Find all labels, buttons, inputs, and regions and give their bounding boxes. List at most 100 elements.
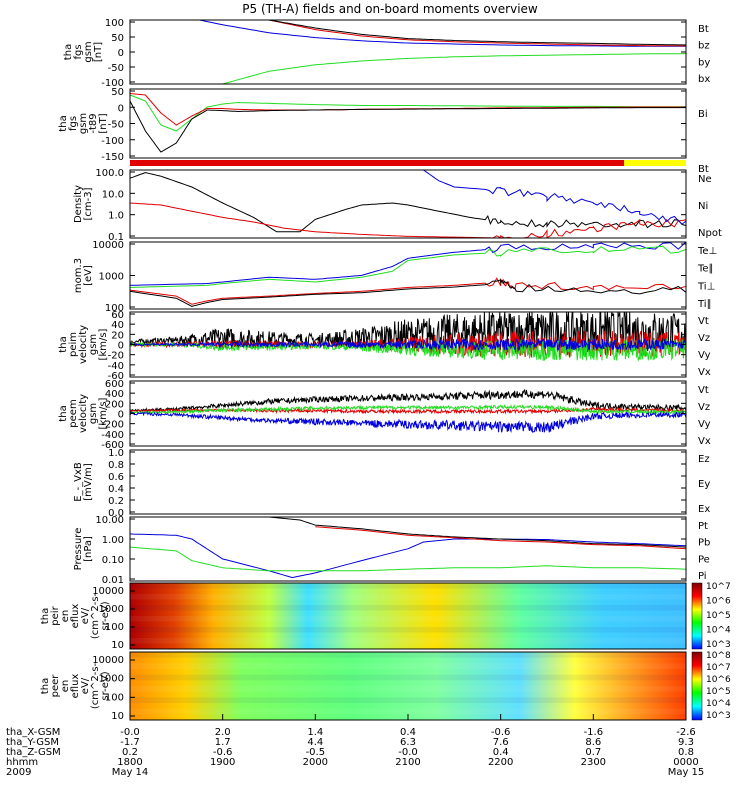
colorbar-tick-label: 10^8 — [706, 651, 731, 661]
x-tick-label: -0.6 — [491, 727, 511, 738]
y-tick-label: 0 — [118, 103, 124, 114]
y-tick-label: 0 — [118, 341, 124, 352]
legend-label: Ti⊥ — [697, 281, 715, 292]
colorbar-tick-label: 10^4 — [706, 626, 731, 636]
colorbar: 10^8 10^7 10^6 10^5 10^4 10^3 — [691, 651, 731, 721]
y-tick-label: 400 — [105, 389, 124, 400]
panel-frame — [129, 88, 687, 159]
mode-segment — [130, 160, 625, 166]
x-tick-label: 2200 — [488, 757, 513, 768]
x-tick-label: 6.3 — [400, 737, 416, 748]
y-axis-label-line: gsm — [83, 41, 94, 62]
y-tick-label: 40 — [111, 320, 124, 331]
y-axis-label-line: [nPa] — [83, 536, 94, 562]
x-tick-label: 2000 — [303, 757, 328, 768]
y-axis-label: tha peir en eflux eV/(cm^2-s-sr-eV) — [40, 592, 111, 639]
series-line — [129, 403, 687, 416]
y-tick-label: 20 — [111, 330, 124, 341]
y-axis-label-line: [km/s] — [98, 328, 109, 360]
y-axis-label-line: tha — [58, 405, 69, 421]
y-tick-label: -20 — [108, 351, 124, 362]
y-axis-label-line: eflux — [70, 674, 81, 699]
colorbar-tick-label: 10^5 — [706, 611, 731, 621]
y-tick-label: 0.01 — [102, 575, 124, 586]
series-line — [129, 94, 686, 132]
legend-label: Vy — [698, 350, 711, 361]
y-tick-label: -100 — [101, 136, 124, 147]
legend-label: Bt — [698, 24, 709, 35]
legend-label: Vt — [698, 385, 709, 396]
y-axis-label: tha peim velocity gsm [km/s] — [58, 325, 109, 364]
legend-label: Ti∥ — [697, 299, 712, 310]
colorbar-tick-label: 10^3 — [706, 711, 731, 721]
y-tick-label: 1000 — [99, 604, 124, 615]
x-tick-label: 2300 — [581, 757, 606, 768]
x-tick-label: 1900 — [210, 757, 235, 768]
legend-label: Bt — [698, 164, 709, 175]
y-axis-label-line: gsm — [78, 113, 89, 134]
x-tick-label: 7.6 — [493, 737, 509, 748]
legend-label: Ey — [698, 479, 710, 490]
x-tick-label: 0000 — [673, 757, 698, 768]
spectrogram-band — [130, 605, 686, 611]
spectrogram-band — [130, 594, 686, 600]
y-tick-label: 100.0 — [95, 168, 124, 179]
y-axis-label-line: peem — [68, 399, 79, 427]
y-tick-label: 60 — [111, 310, 124, 321]
legend-label: bx — [698, 74, 710, 85]
y-axis-label-line: [cm-3] — [83, 187, 94, 220]
y-axis-label-line: gsm — [88, 403, 99, 424]
legend-label: Ez — [698, 454, 710, 465]
y-axis-label-line: [eV] — [83, 265, 94, 286]
y-tick-label: 10000 — [92, 655, 124, 666]
series-line — [315, 526, 687, 550]
colorbar-gradient — [691, 582, 703, 650]
y-tick-label: 600 — [105, 379, 124, 390]
x-tick-label: 0.8 — [678, 747, 694, 758]
legend-label: Ni — [698, 201, 708, 212]
panel-frame — [129, 582, 687, 650]
series-line — [129, 311, 687, 353]
colorbar-tick-label: 10^7 — [706, 582, 731, 592]
y-axis-label-line: [mV/m] — [83, 463, 94, 501]
colorbar-tick-label: 10^4 — [706, 699, 731, 709]
spectrogram-band — [130, 616, 686, 622]
colorbar: 10^7 10^6 10^5 10^4 10^3 — [691, 582, 731, 650]
legend-label: Vx — [698, 367, 711, 378]
y-tick-label: 0.8 — [108, 460, 124, 471]
legend-label: Vx — [698, 436, 711, 447]
colorbar-tick-label: 10^7 — [706, 663, 731, 673]
x-tick-label: 0.2 — [122, 747, 138, 758]
x-tick-label: 1.4 — [307, 727, 323, 738]
mode-segment — [624, 160, 686, 166]
legend-label: Ex — [698, 504, 710, 515]
y-tick-label: 100 — [105, 18, 124, 29]
y-tick-label: -100 — [101, 78, 124, 89]
y-axis-label-line: gsm — [88, 334, 99, 355]
x-tick-label: -2.6 — [676, 727, 696, 738]
y-axis-label: tha peer en eflux eV/(cm^2-s-sr-eV) — [40, 662, 111, 709]
colorbar-tick-label: 10^6 — [706, 597, 731, 607]
series-line — [129, 277, 687, 305]
series-line — [129, 245, 687, 288]
colorbar-tick-label: 10^5 — [706, 687, 731, 697]
x-tick-label: 0.4 — [400, 727, 416, 738]
y-axis-label-line: fgs — [68, 116, 79, 131]
x-axis-row-label: tha_X-GSM — [6, 727, 60, 738]
x-axis-row-label: hhmm — [6, 757, 38, 768]
figure-title: P5 (TH-A) fields and on-board moments ov… — [242, 2, 538, 16]
y-tick-label: 0 — [118, 48, 124, 59]
y-tick-label: 1.00 — [102, 535, 124, 546]
y-axis-label-line: [nT] — [93, 42, 104, 62]
y-axis-label-line: peir — [50, 605, 61, 625]
y-tick-label: 0.0 — [108, 508, 124, 519]
x-tick-label: -0.6 — [213, 747, 233, 758]
y-axis-label: Density [cm-3] — [73, 185, 94, 223]
y-axis-label-line: tha — [63, 44, 74, 60]
panel-p11: 10^810^710^610^510^410^310000100010010th… — [40, 651, 731, 722]
spectrogram-band — [130, 627, 686, 633]
y-tick-label: 0.6 — [108, 472, 124, 483]
y-tick-label: 1000 — [99, 272, 124, 283]
series-line — [268, 19, 687, 46]
